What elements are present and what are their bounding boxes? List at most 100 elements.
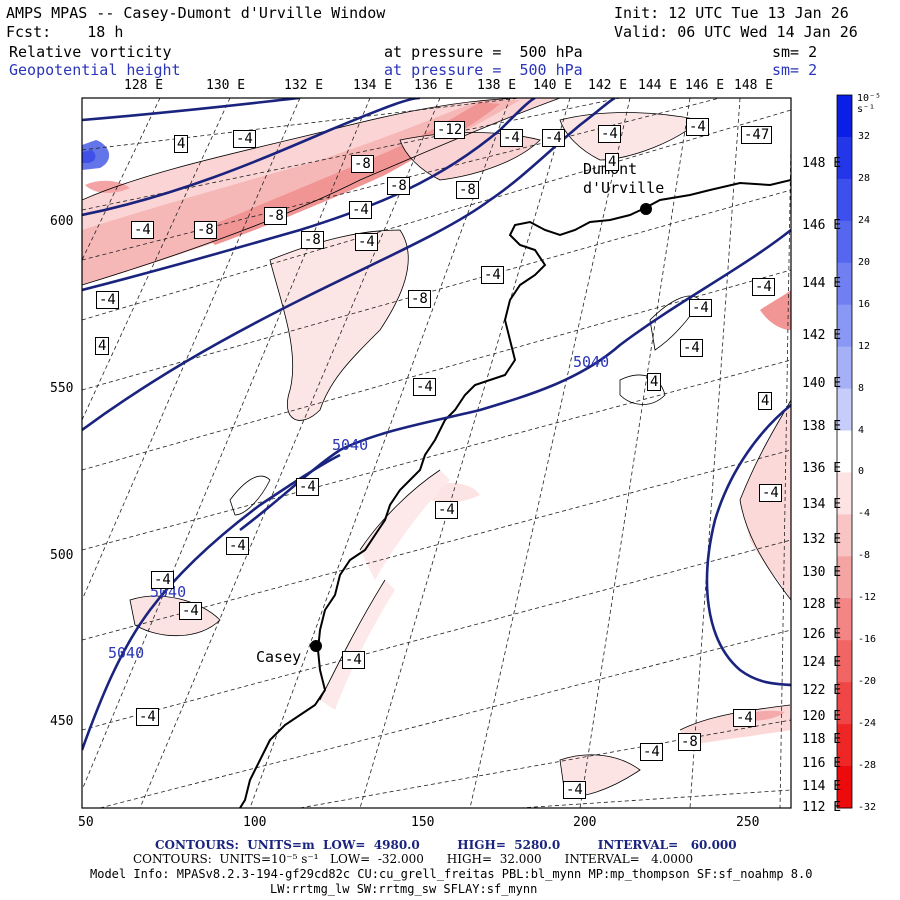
- vorticity-contour-label: -4: [226, 537, 249, 555]
- colorbar-swatch: [837, 430, 852, 473]
- valid-time: Valid: 06 UTC Wed 14 Jan 26: [614, 23, 858, 41]
- vorticity-contour-label: -8: [264, 207, 287, 225]
- field2-level: at pressure = 500 hPa: [384, 61, 583, 79]
- vorticity-contour-label: -4: [686, 118, 709, 136]
- colorbar-tick-label: -16: [858, 634, 877, 646]
- y-tick-label: 550: [50, 381, 74, 396]
- colorbar-swatch: [837, 556, 852, 599]
- longitude-label: 126 E: [802, 627, 842, 642]
- vorticity-contour-label: -4: [563, 781, 586, 799]
- colorbar-tick-label: -28: [858, 760, 877, 772]
- longitude-label: 132 E: [802, 532, 842, 547]
- vorticity-contour-label: -4: [349, 201, 372, 219]
- field2-name: Geopotential height: [9, 61, 181, 79]
- footer-height-contours: CONTOURS: UNITS=m LOW= 4980.0 HIGH= 5280…: [155, 838, 737, 852]
- longitude-label: 148 E: [734, 78, 774, 93]
- colorbar-tick-label: -24: [858, 718, 877, 730]
- map-plot-area: [82, 98, 791, 808]
- height-contour-label: 5040: [332, 436, 369, 454]
- x-tick-label: 200: [573, 815, 597, 830]
- longitude-label: 128 E: [802, 597, 842, 612]
- colorbar-tick-label: 20: [858, 256, 871, 268]
- casey-label: Casey: [256, 648, 302, 666]
- colorbar-swatch: [837, 346, 852, 390]
- vorticity-contour-label: -8: [194, 221, 217, 239]
- longitude-label: 132 E: [284, 78, 324, 93]
- colorbar-unit: 10⁻⁵ s⁻¹: [857, 93, 882, 115]
- colorbar-tick-label: 24: [858, 214, 871, 226]
- longitude-label: 148 E: [802, 156, 842, 171]
- colorbar-tick-label: 16: [858, 298, 871, 310]
- dumont-durville-label: Dumont d'Urville: [583, 160, 665, 197]
- vorticity-contour-label: -4: [342, 651, 365, 669]
- vorticity-contour-label: -8: [678, 733, 701, 751]
- x-tick-label: 250: [736, 815, 760, 830]
- vorticity-contour-label: -4: [640, 743, 663, 761]
- longitude-label: 134 E: [353, 78, 393, 93]
- map-title: AMPS MPAS -- Casey-Dumont d'Urville Wind…: [6, 4, 386, 22]
- colorbar-swatch: [837, 640, 852, 683]
- vorticity-contour-label: -8: [456, 181, 479, 199]
- height-contour-label: 5040: [108, 644, 145, 662]
- longitude-label: 138 E: [477, 78, 517, 93]
- footer-vorticity-contours: CONTOURS: UNITS=10⁻⁵ s⁻¹ LOW= -32.000 HI…: [133, 852, 694, 866]
- vorticity-contour-label: -4: [481, 266, 504, 284]
- vorticity-contour-label: -4: [500, 129, 523, 147]
- colorbar-swatch: [837, 682, 852, 725]
- height-contour-label: 5040: [573, 353, 610, 371]
- longitude-label: 118 E: [802, 732, 842, 747]
- coastline: [239, 179, 791, 808]
- colorbar-swatch: [837, 136, 852, 180]
- colorbar-tick-label: 0: [858, 466, 865, 478]
- colorbar-swatch: [837, 514, 852, 557]
- longitude-label: 134 E: [802, 497, 842, 512]
- colorbar-swatch: [837, 766, 852, 809]
- plot-frame: [81, 97, 792, 809]
- colorbar-tick-label: 8: [858, 382, 865, 394]
- y-tick-label: 600: [50, 214, 74, 229]
- footer-model-info: Model Info: MPASv8.2.3-194-gf29cd82c CU:…: [90, 867, 813, 881]
- colorbar-swatch: [837, 724, 852, 767]
- longitude-label: 136 E: [802, 461, 842, 476]
- colorbar-swatch: [837, 304, 852, 348]
- colorbar-swatch: [837, 95, 852, 138]
- dumont-durville-marker: [640, 203, 652, 215]
- vorticity-contour-label: -4: [759, 484, 782, 502]
- colorbar-tick-label: 32: [858, 130, 871, 142]
- y-tick-label: 500: [50, 548, 74, 563]
- vorticity-contour-label: -8: [387, 177, 410, 195]
- colorbar-swatch: [837, 598, 852, 641]
- colorbar-tick-label: -12: [858, 592, 877, 604]
- vorticity-contour-label: -4: [598, 125, 621, 143]
- vorticity-contour-label: -47: [741, 126, 773, 144]
- vorticity-contour-label: -4: [179, 602, 202, 620]
- colorbar-swatch: [837, 220, 852, 264]
- colorbar-tick-label: -8: [858, 550, 871, 562]
- colorbar-tick-label: -20: [858, 676, 877, 688]
- field1-level: at pressure = 500 hPa: [384, 43, 583, 61]
- colorbar-swatch: [837, 472, 852, 515]
- field2-smoothing: sm= 2: [772, 61, 818, 79]
- vorticity-contour-label: -4: [355, 233, 378, 251]
- vorticity-contour-label: -4: [136, 708, 159, 726]
- vorticity-contour-label: -4: [296, 478, 319, 496]
- x-tick-label: 50: [78, 815, 94, 830]
- longitude-label: 130 E: [802, 565, 842, 580]
- colorbar-tick-label: 12: [858, 340, 871, 352]
- colorbar: [836, 94, 853, 809]
- colorbar-swatch: [837, 262, 852, 306]
- longitude-label: 140 E: [802, 376, 842, 391]
- longitude-label: 136 E: [414, 78, 454, 93]
- longitude-label: 144 E: [802, 276, 842, 291]
- longitude-label: 128 E: [124, 78, 164, 93]
- casey-marker: [310, 640, 322, 652]
- vorticity-contour-label: 4: [647, 373, 662, 391]
- vorticity-contour-label: -8: [301, 231, 324, 249]
- vorticity-contour-label: -4: [680, 339, 703, 357]
- vorticity-contour-label: 4: [605, 153, 620, 171]
- vorticity-contour-label: -4: [733, 709, 756, 727]
- field1-smoothing: sm= 2: [772, 43, 818, 61]
- lat-lon-grid: [82, 98, 791, 808]
- vorticity-contour-label: -4: [689, 299, 712, 317]
